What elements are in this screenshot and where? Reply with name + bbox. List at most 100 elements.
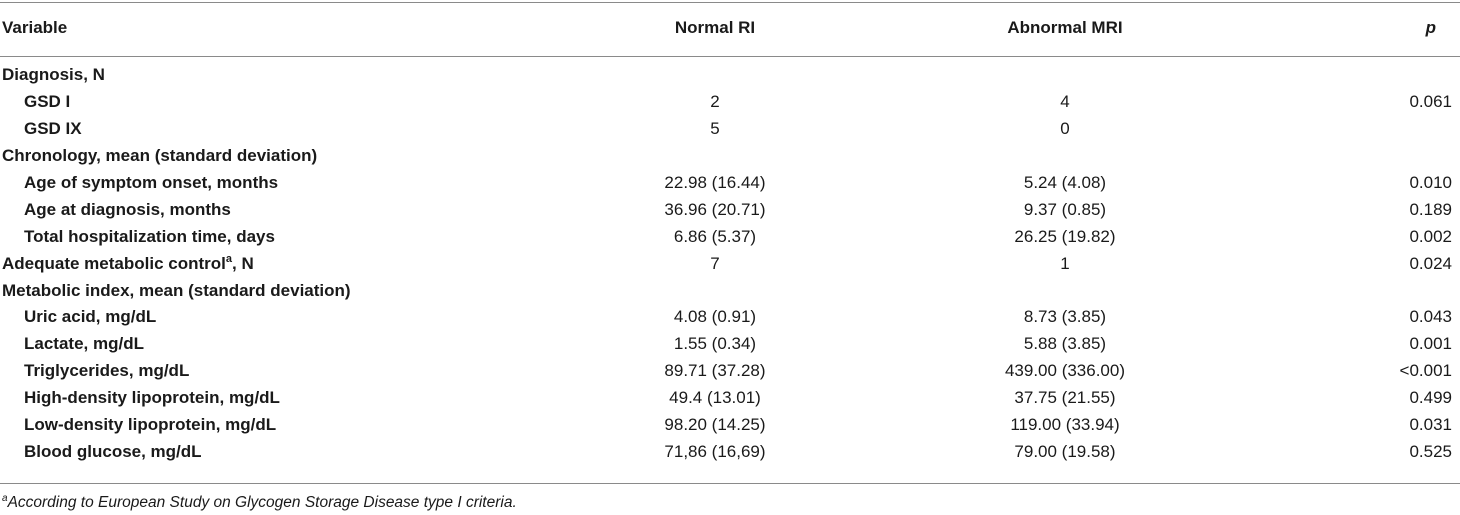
- results-table: Variable Normal RI Abnormal MRI p Diagno…: [0, 0, 1460, 465]
- cell-normal-ri: [560, 143, 870, 170]
- footnote-marker: a: [2, 493, 8, 504]
- cell-abnormal-mri: [870, 277, 1260, 304]
- row-label-text: Metabolic index, mean (standard deviatio…: [2, 280, 351, 300]
- row-label-text: GSD I: [24, 92, 71, 112]
- row-label-text: Diagnosis, N: [2, 65, 105, 85]
- cell-abnormal-mri: 8.73 (3.85): [1023, 307, 1107, 327]
- cell-p-value: [1260, 143, 1460, 170]
- row-variable-label: Metabolic index, mean (standard deviatio…: [0, 277, 560, 304]
- cell-normal-ri: 71,86 (16,69): [664, 441, 766, 461]
- cell-normal-ri: 49.4 (13.01): [669, 388, 761, 408]
- row-label-text: Age of symptom onset, months: [24, 173, 279, 192]
- row-label-text: Total hospitalization time, days: [24, 226, 275, 246]
- cell-abnormal-mri: 5.88 (3.85): [1023, 334, 1107, 354]
- cell-abnormal-mri: 4: [1060, 92, 1070, 112]
- cell-normal-ri: 89.71 (37.28): [664, 361, 766, 381]
- row-variable-label: Chronology, mean (standard deviation): [0, 143, 560, 170]
- cell-p-value: 0.031: [1409, 415, 1452, 435]
- header-row: Variable Normal RI Abnormal MRI p: [0, 0, 1460, 56]
- cell-p-value: <0.001: [1399, 361, 1452, 381]
- table-row: Total hospitalization time, days 6.86 (5.…: [0, 223, 1460, 250]
- table-row: GSD I 2 4 0.061: [0, 89, 1460, 116]
- cell-normal-ri: 22.98 (16.44): [664, 173, 766, 192]
- cell-p-value: 0.002: [1409, 226, 1452, 246]
- cell-abnormal-mri: 119.00 (33.94): [1010, 415, 1120, 435]
- cell-abnormal-mri: 1: [1060, 253, 1070, 273]
- cell-abnormal-mri: 37.75 (21.55): [1014, 388, 1116, 408]
- table-section-row: Adequate metabolic controla, N 7 1 0.024: [0, 250, 1460, 277]
- row-label-suffix: , N: [232, 253, 254, 273]
- header-p-value: p: [1425, 18, 1436, 37]
- table-bottom-rule: [0, 483, 1460, 484]
- cell-normal-ri: 98.20 (14.25): [664, 415, 766, 435]
- row-label-text: Low-density lipoprotein, mg/dL: [24, 415, 277, 435]
- table-row: Blood glucose, mg/dL 71,86 (16,69) 79.00 (…: [0, 438, 1460, 465]
- row-variable-label: Diagnosis, N: [0, 56, 560, 89]
- table-row: Uric acid, mg/dL 4.08 (0.91) 8.73 (3.85) 0.…: [0, 304, 1460, 331]
- row-label-text: Age at diagnosis, months: [24, 199, 231, 219]
- row-label-text: Triglycerides, mg/dL: [24, 361, 190, 381]
- cell-normal-ri: 36.96 (20.71): [664, 199, 766, 219]
- cell-abnormal-mri: 79.00 (19.58): [1014, 441, 1116, 461]
- table-section-row: Diagnosis, N: [0, 56, 1460, 89]
- cell-p-value: 0.001: [1409, 334, 1452, 354]
- cell-p-value: 0.010: [1409, 173, 1452, 192]
- cell-p-value: 0.061: [1409, 92, 1452, 112]
- table-row: Triglycerides, mg/dL 89.71 (37.28) 439.00 …: [0, 358, 1460, 385]
- row-variable-label: Age at diagnosis, months: [0, 196, 560, 223]
- cell-normal-ri: [560, 277, 870, 304]
- table-row: High-density lipoprotein, mg/dL 49.4 (13.…: [0, 385, 1460, 412]
- row-label-text: Uric acid, mg/dL: [24, 307, 157, 327]
- header-normal-ri: Normal RI: [674, 18, 756, 37]
- table-row: Low-density lipoprotein, mg/dL 98.20 (14.…: [0, 412, 1460, 439]
- row-variable-label: Adequate metabolic controla, N: [0, 250, 560, 277]
- header-abnormal-mri: Abnormal MRI: [1007, 18, 1123, 37]
- table-header-rule: [0, 56, 1460, 57]
- row-variable-label: Triglycerides, mg/dL: [0, 358, 560, 385]
- row-variable-label: Total hospitalization time, days: [0, 223, 560, 250]
- row-label-text: Lactate, mg/dL: [24, 334, 144, 354]
- row-variable-label: GSD I: [0, 89, 560, 116]
- cell-p-value: 0.525: [1409, 441, 1452, 461]
- row-label-text: Chronology, mean (standard deviation): [2, 146, 318, 166]
- cell-p-value: [1260, 277, 1460, 304]
- footnote-text: According to European Study on Glycogen …: [7, 494, 517, 511]
- row-variable-label: Lactate, mg/dL: [0, 331, 560, 358]
- row-variable-label: GSD IX: [0, 116, 560, 143]
- header-variable: Variable: [2, 18, 68, 37]
- table-footnote: aAccording to European Study on Glycogen…: [2, 494, 517, 512]
- cell-abnormal-mri: 0: [1060, 119, 1070, 139]
- cell-normal-ri: 1.55 (0.34): [673, 334, 757, 354]
- table-section-row: Chronology, mean (standard deviation): [0, 143, 1460, 170]
- row-label-text: High-density lipoprotein, mg/dL: [24, 388, 280, 408]
- cell-abnormal-mri: 9.37 (0.85): [1023, 199, 1107, 219]
- cell-normal-ri: [560, 56, 870, 89]
- cell-normal-ri: 6.86 (5.37): [673, 226, 757, 246]
- cell-abnormal-mri: [870, 56, 1260, 89]
- table-row: GSD IX 5 0: [0, 116, 1460, 143]
- cell-p-value: 0.189: [1409, 199, 1452, 219]
- row-variable-label: Low-density lipoprotein, mg/dL: [0, 412, 560, 439]
- cell-abnormal-mri: [870, 143, 1260, 170]
- row-variable-label: Uric acid, mg/dL: [0, 304, 560, 331]
- row-variable-label: Blood glucose, mg/dL: [0, 438, 560, 465]
- cell-p-value: [1260, 116, 1460, 143]
- cell-normal-ri: 7: [710, 253, 720, 273]
- table-row: Lactate, mg/dL 1.55 (0.34) 5.88 (3.85) 0.00…: [0, 331, 1460, 358]
- table-section-row: Metabolic index, mean (standard deviatio…: [0, 277, 1460, 304]
- cell-abnormal-mri: 439.00 (336.00): [1004, 361, 1126, 381]
- cell-normal-ri: 5: [710, 119, 720, 139]
- row-variable-label: Age of symptom onset, months: [0, 170, 560, 197]
- cell-p-value: 0.043: [1409, 307, 1452, 327]
- cell-p-value: 0.024: [1409, 253, 1452, 273]
- table-header: Variable Normal RI Abnormal MRI p: [0, 0, 1460, 56]
- cell-abnormal-mri: 26.25 (19.82): [1014, 226, 1116, 246]
- cell-normal-ri: 4.08 (0.91): [673, 307, 757, 327]
- row-label-text: Adequate metabolic control: [2, 253, 226, 273]
- table-row: Age of symptom onset, months 22.98 (16.44…: [0, 170, 1460, 197]
- table-body: Diagnosis, N GSD I 2 4 0.061 GSD IX 5 0 Chronolo…: [0, 56, 1460, 465]
- cell-normal-ri: 2: [710, 92, 720, 112]
- cell-abnormal-mri: 5.24 (4.08): [1023, 173, 1107, 192]
- row-label-text: GSD IX: [24, 119, 82, 139]
- table-row: Age at diagnosis, months 36.96 (20.71) 9.3…: [0, 196, 1460, 223]
